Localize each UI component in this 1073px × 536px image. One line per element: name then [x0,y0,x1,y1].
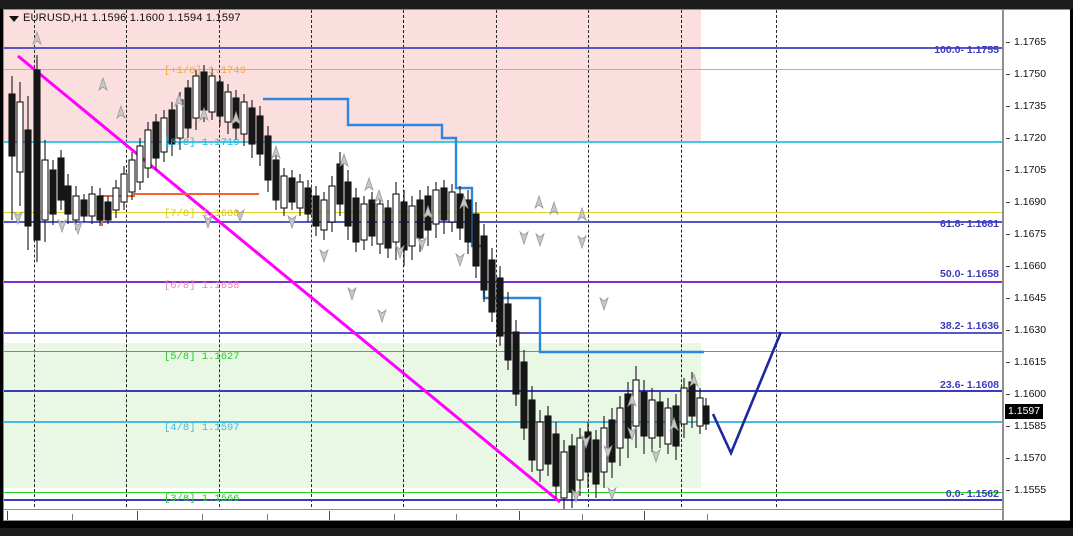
window-bottom-bar [0,528,1073,536]
time-tick [202,514,203,520]
murrey-line-3-8 [4,492,1002,493]
price-tick: 1.1735 [1014,100,1047,112]
session-separator [311,10,312,520]
price-tick: 1.1555 [1014,484,1047,496]
price-tick: 1.1705 [1014,164,1047,176]
session-separator [588,10,589,520]
session-separator [219,10,220,520]
time-tick [519,511,520,520]
time-tick [72,514,73,520]
session-separator [496,10,497,520]
price-tick: 1.1570 [1014,452,1047,464]
bullish-shaded-zone [4,10,701,141]
price-tick: 1.1750 [1014,68,1047,80]
time-tick [456,514,457,520]
time-tick [137,511,138,520]
time-tick [394,514,395,520]
murrey-line-7-8 [4,212,1002,213]
price-tick: 1.1600 [1014,388,1047,400]
fib-label-0: 0.0- 1.1562 [945,488,999,500]
price-tick: 1.1690 [1014,196,1047,208]
time-axis[interactable] [4,509,1002,520]
session-separator [681,10,682,520]
murrey-line-5-8 [4,351,1002,352]
current-price-tag: 1.1597 [1005,404,1044,419]
fib-line-236 [4,390,1002,392]
fib-label-100: 100.0- 1.1755 [934,44,999,56]
price-axis[interactable]: 1.1765 1.1750 1.1735 1.1720 1.1705 1.169… [1004,9,1070,521]
price-series-layer [8,30,783,510]
session-separator [34,10,35,520]
forecast-zigzag [711,331,783,457]
murrey-label-4-8: [4/8] 1.1597 [164,422,240,434]
fib-label-618: 61.8- 1.1681 [940,218,999,230]
murrey-label-7-8: [7/8] 1.1688 [164,208,240,220]
murrey-label-3-8: [3/8] 1.1566 [164,493,240,505]
price-tick: 1.1585 [1014,420,1047,432]
session-separator [776,10,777,520]
fib-line-100 [4,47,1002,49]
time-tick [7,511,8,520]
price-tick: 1.1630 [1014,324,1047,336]
downtrend-trendline [17,54,561,504]
time-tick [267,514,268,520]
price-tick: 1.1765 [1014,36,1047,48]
murrey-line-4-8 [4,421,1002,423]
time-tick [644,511,645,520]
time-tick [329,511,330,520]
murrey-label-5-8: [5/8] 1.1627 [164,351,240,363]
session-separator [126,10,127,520]
murrey-line-8-8 [4,141,1002,143]
price-tick: 1.1645 [1014,292,1047,304]
symbol-dropdown-icon[interactable] [9,16,19,22]
window-top-bar [0,0,1073,9]
time-tick [582,514,583,520]
fib-label-236: 23.6- 1.1608 [940,379,999,391]
price-tick: 1.1675 [1014,228,1047,240]
murrey-label-8-8: [8/8] 1.1719 [164,137,240,149]
chart-plot-area[interactable]: [+1/8] 1.1749 [8/8] 1.1719 [7/8] 1.1688 … [3,9,1003,521]
fib-line-0 [4,499,1002,501]
fib-label-382: 38.2- 1.1636 [940,320,999,332]
murrey-line-plus1-8 [4,69,1002,70]
price-tick: 1.1720 [1014,132,1047,144]
price-tick: 1.1660 [1014,260,1047,272]
time-tick [707,514,708,520]
price-tick: 1.1615 [1014,356,1047,368]
fib-line-618 [4,221,1002,223]
fractal-arrow-markers [13,30,699,504]
murrey-label-plus1-8: [+1/8] 1.1749 [164,65,246,77]
fib-label-50: 50.0- 1.1658 [940,268,999,280]
symbol-ohlc-header: EURUSD,H1 1.1596 1.1600 1.1594 1.1597 [23,12,241,24]
blue-step-line [263,97,704,354]
candlestick-series [8,55,710,510]
murrey-label-6-8: [6/8] 1.1658 [164,280,240,292]
